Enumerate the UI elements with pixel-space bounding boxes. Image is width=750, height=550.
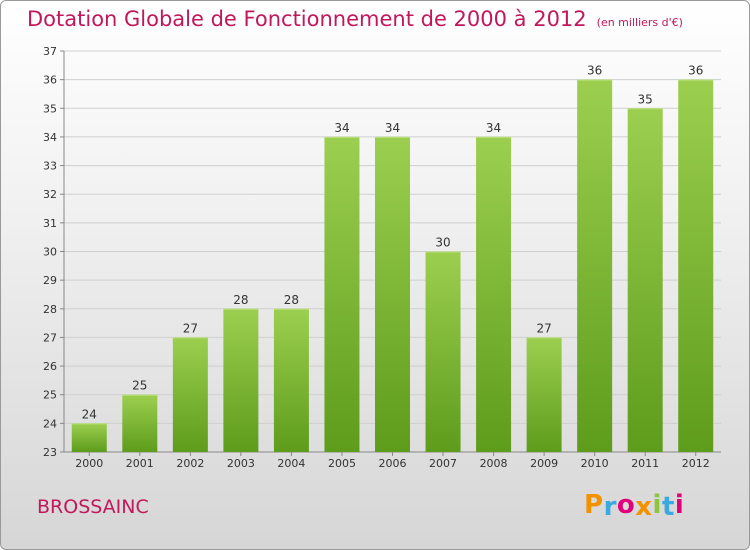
y-tick-label: 30 <box>43 246 57 259</box>
x-tick-label: 2009 <box>530 457 558 470</box>
bar-2011 <box>627 108 663 453</box>
bar-2000 <box>71 423 107 452</box>
title-row: Dotation Globale de Fonctionnement de 20… <box>27 7 683 31</box>
y-tick-label: 24 <box>43 417 57 430</box>
data-label-2007: 30 <box>435 236 450 250</box>
y-tick-label: 36 <box>43 74 57 87</box>
y-tick-label: 25 <box>43 389 57 402</box>
bars <box>71 79 714 453</box>
x-tick-label: 2001 <box>126 457 154 470</box>
data-label-2004: 28 <box>284 293 299 307</box>
bar-2010 <box>577 79 613 453</box>
proxiti-logo: Proxiti <box>584 490 685 522</box>
y-tick-label: 37 <box>43 45 57 58</box>
y-tick-label: 33 <box>43 160 57 173</box>
bar-2005 <box>324 136 360 452</box>
data-label-2005: 34 <box>334 121 349 135</box>
data-label-2012: 36 <box>688 64 703 78</box>
logo-letter: o <box>616 490 636 520</box>
data-label-2006: 34 <box>385 121 400 135</box>
y-tick-label: 31 <box>43 217 57 230</box>
y-tick-label: 27 <box>43 331 57 344</box>
y-tick-label: 32 <box>43 188 57 201</box>
bar-2007 <box>425 251 461 452</box>
bar-2009 <box>526 337 562 452</box>
x-tick-label: 2003 <box>227 457 255 470</box>
bar-2004 <box>273 308 309 452</box>
bar-2001 <box>122 394 158 452</box>
logo-letter: P <box>584 490 604 520</box>
logo-letter: t <box>661 492 675 522</box>
y-tick-label: 28 <box>43 303 57 316</box>
y-tick-label: 29 <box>43 274 57 287</box>
logo-letter: i <box>674 490 685 520</box>
x-tick-label: 2012 <box>682 457 710 470</box>
data-label-2000: 24 <box>82 407 97 421</box>
bar-2012 <box>678 79 714 453</box>
data-label-2011: 35 <box>638 92 653 106</box>
logo-letter: r <box>603 492 617 522</box>
x-tick-label: 2006 <box>379 457 407 470</box>
chart-subtitle: (en milliers d'€) <box>596 16 683 29</box>
data-label-2001: 25 <box>132 379 147 393</box>
chart-title: Dotation Globale de Fonctionnement de 20… <box>27 7 587 31</box>
commune-name: BROSSAINC <box>37 496 149 518</box>
data-label-2010: 36 <box>587 64 602 78</box>
x-tick-label: 2011 <box>631 457 659 470</box>
x-tick-label: 2010 <box>581 457 609 470</box>
bar-2003 <box>223 308 259 452</box>
data-label-2002: 27 <box>183 321 198 335</box>
x-tick-label: 2005 <box>328 457 356 470</box>
x-tick-label: 2002 <box>176 457 204 470</box>
logo-letter: x <box>635 492 653 522</box>
data-label-2003: 28 <box>233 293 248 307</box>
data-labels: 24 25 27 28 28 34 34 30 34 27 36 35 36 <box>82 64 704 422</box>
y-tick-label: 26 <box>43 360 57 373</box>
bar-2008 <box>476 136 512 452</box>
y-tick-label: 23 <box>43 446 57 459</box>
data-label-2008: 34 <box>486 121 501 135</box>
y-tick-label: 34 <box>43 131 57 144</box>
bar-2002 <box>172 337 208 452</box>
data-label-2009: 27 <box>536 321 551 335</box>
bar-2006 <box>375 136 410 452</box>
x-tick-label: 2007 <box>429 457 457 470</box>
logo-letter: i <box>652 490 662 520</box>
y-tick-label: 35 <box>43 102 57 115</box>
x-tick-label: 2000 <box>75 457 103 470</box>
x-tick-label: 2004 <box>277 457 305 470</box>
x-tick-label: 2008 <box>480 457 508 470</box>
